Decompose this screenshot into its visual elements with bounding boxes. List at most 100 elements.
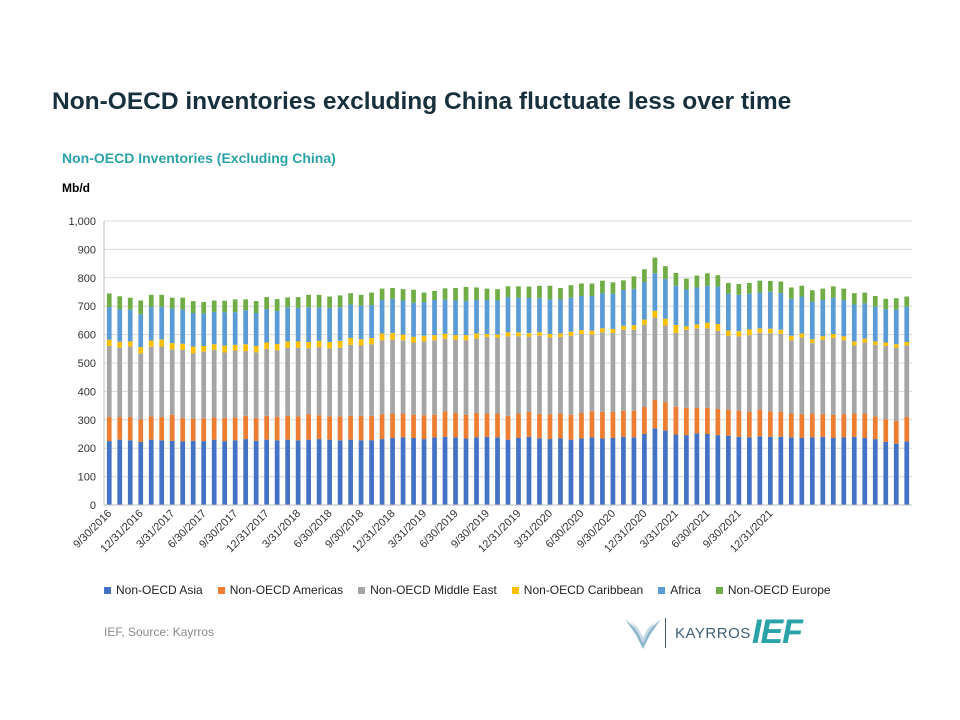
bar-segment	[893, 309, 899, 345]
bar-segment	[788, 413, 794, 438]
bar-segment	[663, 430, 668, 505]
y-tick-label: 500	[78, 358, 96, 370]
bar-segment	[767, 436, 773, 505]
y-tick-label: 400	[78, 386, 96, 398]
legend-swatch	[217, 586, 225, 594]
bar-stack	[264, 297, 270, 505]
bar-segment	[201, 351, 207, 419]
bar-segment	[767, 411, 773, 437]
bar-segment	[327, 341, 332, 349]
bar-segment	[516, 332, 521, 337]
bar-segment	[243, 439, 249, 505]
bar-segment	[432, 335, 437, 341]
bar-segment	[547, 285, 553, 300]
bar-segment	[705, 434, 710, 505]
bar-segment	[726, 282, 731, 294]
bar-segment	[694, 433, 700, 505]
bar-segment	[830, 334, 836, 339]
bar-segment	[862, 413, 868, 438]
bar-segment	[253, 345, 259, 353]
bar-segment	[883, 345, 889, 420]
bar-segment	[148, 340, 154, 347]
bar-segment	[180, 418, 186, 442]
bar-segment	[369, 440, 374, 505]
bar-segment	[222, 441, 228, 505]
bar-segment	[715, 324, 721, 331]
bar-stack	[830, 286, 836, 505]
bar-segment	[568, 414, 574, 440]
bar-segment	[390, 332, 395, 340]
bar-segment	[872, 416, 878, 440]
bar-segment	[505, 332, 511, 337]
bar-segment	[442, 436, 448, 505]
bar-segment	[180, 349, 186, 419]
bar-stack	[306, 294, 311, 505]
bar-segment	[474, 287, 479, 300]
bar-segment	[642, 269, 647, 283]
bar-segment	[642, 282, 647, 320]
bar-segment	[820, 339, 826, 415]
y-tick-label: 1,000	[68, 216, 96, 228]
bar-stack	[767, 280, 773, 505]
bar-segment	[862, 292, 868, 304]
bar-segment	[148, 416, 154, 440]
bar-segment	[558, 333, 563, 337]
bar-segment	[642, 324, 647, 408]
bar-segment	[642, 434, 647, 505]
bar-segment	[495, 337, 500, 414]
bar-segment	[746, 411, 752, 438]
bar-segment	[306, 307, 311, 342]
bar-segment	[169, 414, 175, 441]
y-tick-label: 200	[78, 443, 96, 455]
bar-segment	[788, 298, 794, 336]
bar-segment	[715, 330, 721, 410]
bar-segment	[547, 334, 553, 338]
legend-item: Non-OECD Caribbean	[511, 583, 643, 597]
bar-stack	[673, 272, 679, 505]
bar-segment	[526, 286, 532, 298]
bar-segment	[243, 310, 249, 345]
bar-segment	[484, 436, 490, 505]
bar-stack	[851, 293, 857, 505]
bar-segment	[379, 340, 385, 415]
bar-segment	[432, 290, 437, 300]
bar-segment	[547, 299, 553, 335]
bar-segment	[474, 412, 479, 438]
bar-stack	[621, 280, 626, 505]
bar-segment	[537, 332, 542, 336]
bar-segment	[432, 340, 437, 415]
bar-segment	[663, 325, 668, 403]
bar-segment	[306, 348, 311, 415]
bar-segment	[432, 414, 437, 438]
bar-segment	[820, 414, 826, 437]
bar-segment	[757, 332, 763, 410]
bar-segment	[579, 438, 584, 505]
bar-segment	[883, 441, 889, 505]
bar-stack	[327, 296, 332, 505]
bar-segment	[600, 411, 605, 439]
bar-segment	[746, 282, 752, 294]
bar-segment	[788, 287, 794, 299]
bar-stack	[400, 289, 406, 505]
bar-stack	[642, 269, 647, 505]
bar-segment	[904, 345, 910, 417]
bar-segment	[736, 436, 742, 505]
bar-segment	[421, 302, 427, 336]
bar-segment	[400, 437, 406, 505]
bar-segment	[757, 328, 763, 333]
bar-segment	[652, 310, 658, 318]
bar-segment	[264, 309, 270, 343]
bar-segment	[589, 334, 595, 412]
y-axis-unit-label: Mb/d	[62, 181, 90, 195]
bar-segment	[589, 330, 595, 335]
bar-segment	[327, 307, 332, 342]
bar-segment	[295, 297, 301, 308]
bar-segment	[799, 285, 805, 297]
bar-segment	[621, 325, 626, 330]
bar-segment	[264, 297, 270, 310]
bar-segment	[516, 297, 521, 333]
bar-stack	[106, 293, 112, 505]
legend-item: Non-OECD Europe	[715, 583, 831, 597]
bar-segment	[274, 299, 280, 312]
bar-segment	[820, 336, 826, 340]
